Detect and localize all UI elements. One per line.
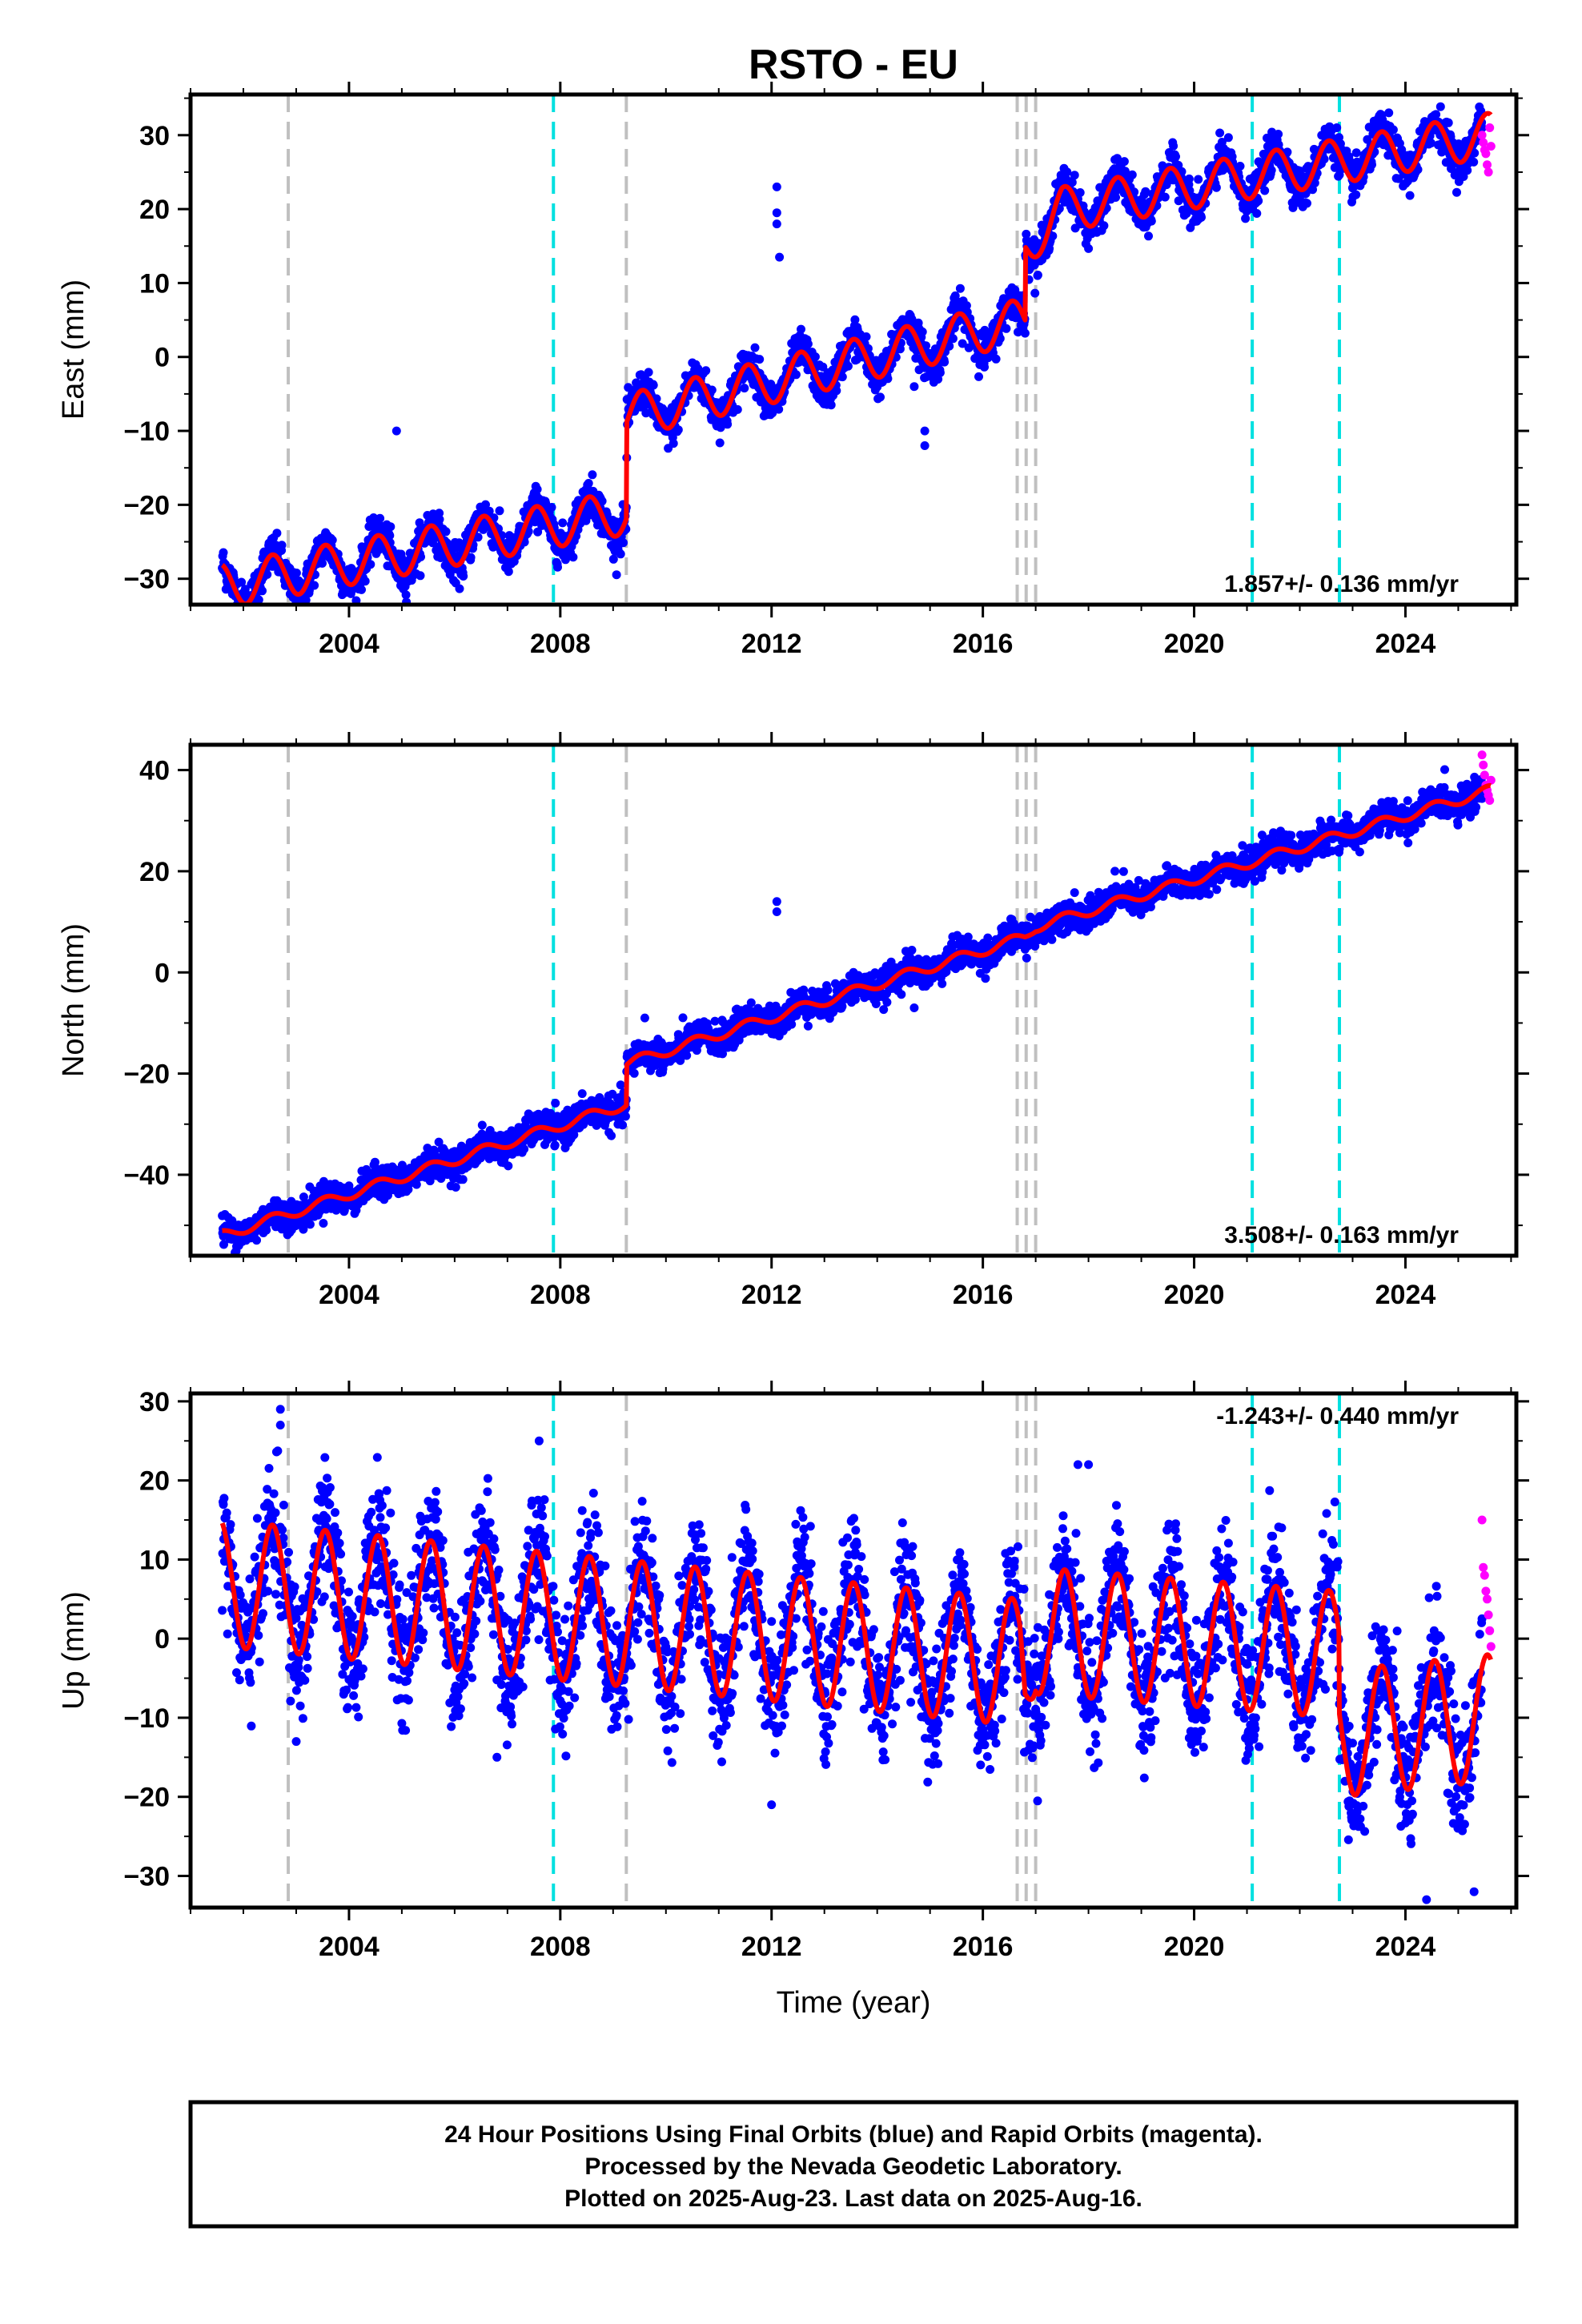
xtick-label-up-5: 2024: [1375, 1932, 1436, 1962]
rapid-point-up-4: [1483, 1594, 1492, 1604]
ytick-label-east-4: 10: [139, 268, 170, 299]
rapid-point-east-6: [1485, 123, 1495, 133]
xtick-label-north-0: 2004: [319, 1280, 379, 1310]
plot-area-east: [218, 94, 1496, 605]
xtick-label-east-1: 2008: [530, 629, 591, 659]
panel-north: −40 −20 0 20 40 2004 2008 2012 2016 2020 2024 North…: [57, 732, 1529, 1310]
xtick-label-east-2: 2012: [741, 629, 802, 659]
rapid-point-up-3: [1481, 1586, 1491, 1596]
rate-label-up: -1.243+/- 0.440 mm/yr: [1216, 1403, 1459, 1429]
rapid-point-north-2: [1480, 770, 1489, 780]
ytick-label-east-0: −30: [123, 565, 170, 595]
xtick-label-up-0: 2004: [319, 1932, 379, 1962]
model-line-north: [219, 782, 1493, 1236]
panel-east: −30 −20 −10 0 10 20 30 2004 2008 2012 2016 2020 2024…: [57, 82, 1529, 659]
xtick-label-up-1: 2008: [530, 1932, 591, 1962]
rapid-point-up-2: [1480, 1570, 1489, 1580]
xtick-label-up-4: 2020: [1164, 1932, 1225, 1962]
rapid-point-north-1: [1479, 760, 1488, 770]
xtick-label-east-3: 2016: [953, 629, 1014, 659]
rapid-point-up-7: [1486, 1642, 1496, 1651]
footer-line-2: Processed by the Nevada Geodetic Laborat…: [584, 2153, 1122, 2180]
ytick-label-north-3: 20: [139, 857, 170, 887]
xtick-label-north-1: 2008: [530, 1280, 591, 1310]
rapid-point-north-6: [1485, 795, 1495, 805]
rapid-point-up-1: [1479, 1562, 1488, 1572]
rate-label-north: 3.508+/- 0.163 mm/yr: [1224, 1222, 1459, 1248]
xtick-label-east-4: 2020: [1164, 629, 1225, 659]
footer-box: 24 Hour Positions Using Final Orbits (bl…: [188, 2100, 1519, 2229]
rapid-point-up-0: [1477, 1515, 1487, 1525]
xtick-label-up-2: 2012: [741, 1932, 802, 1962]
ytick-label-north-2: 0: [155, 958, 170, 988]
ytick-label-up-5: 20: [139, 1466, 170, 1497]
xtick-label-north-3: 2016: [953, 1280, 1014, 1310]
chart-title: RSTO - EU: [749, 42, 958, 88]
footer-line-1: 24 Hour Positions Using Final Orbits (bl…: [444, 2121, 1263, 2148]
xtick-label-east-0: 2004: [319, 629, 379, 659]
ytick-label-north-1: −20: [123, 1059, 170, 1090]
ytick-label-north-4: 40: [139, 756, 170, 786]
rapid-point-east-5: [1484, 167, 1493, 177]
rapid-point-north-7: [1486, 775, 1496, 785]
plot-area-north: [218, 745, 1496, 1256]
frame-east: [188, 92, 1519, 607]
model-line-east: [219, 111, 1493, 605]
rapid-point-east-7: [1486, 142, 1496, 151]
ylabel-up: Up (mm): [57, 1591, 90, 1710]
rapid-point-up-6: [1485, 1626, 1495, 1635]
ytick-label-east-6: 30: [139, 121, 170, 151]
xtick-label-north-2: 2012: [741, 1280, 802, 1310]
rapid-point-north-0: [1477, 750, 1487, 760]
ytick-label-east-2: −10: [123, 416, 170, 447]
ylabel-north: North (mm): [57, 923, 90, 1077]
panel-up: −30 −20 −10 0 10 20 30 2004 2008 2012 2016 2020 2024…: [57, 1381, 1529, 1962]
x-axis-label: Time (year): [777, 1986, 931, 2020]
model-line-up: [219, 1521, 1493, 1798]
rapid-point-east-0: [1477, 131, 1487, 140]
xtick-label-up-3: 2016: [953, 1932, 1014, 1962]
xtick-label-east-5: 2024: [1375, 629, 1436, 659]
plot-area-up: [218, 1393, 1496, 1908]
ylabel-east: East (mm): [57, 279, 90, 420]
frame-north: [188, 742, 1519, 1258]
ytick-label-up-1: −20: [123, 1783, 170, 1813]
rapid-point-east-4: [1483, 160, 1492, 170]
rapid-point-east-3: [1481, 149, 1491, 159]
rapid-point-up-5: [1484, 1610, 1493, 1620]
ytick-label-east-5: 20: [139, 195, 170, 225]
xtick-label-north-5: 2024: [1375, 1280, 1436, 1310]
rapid-point-east-1: [1479, 138, 1488, 147]
ytick-label-up-0: −30: [123, 1861, 170, 1892]
ytick-label-up-6: 30: [139, 1387, 170, 1417]
frame-up: [188, 1391, 1519, 1910]
ytick-label-north-0: −40: [123, 1160, 170, 1191]
ytick-label-up-3: 0: [155, 1624, 170, 1655]
ytick-label-east-3: 0: [155, 343, 170, 373]
rate-label-east: 1.857+/- 0.136 mm/yr: [1224, 571, 1459, 597]
xtick-label-north-4: 2020: [1164, 1280, 1225, 1310]
ytick-label-up-4: 10: [139, 1545, 170, 1575]
ytick-label-east-1: −20: [123, 490, 170, 521]
footer-line-3: Plotted on 2025-Aug-23. Last data on 202…: [564, 2185, 1142, 2212]
ytick-label-up-2: −10: [123, 1703, 170, 1734]
